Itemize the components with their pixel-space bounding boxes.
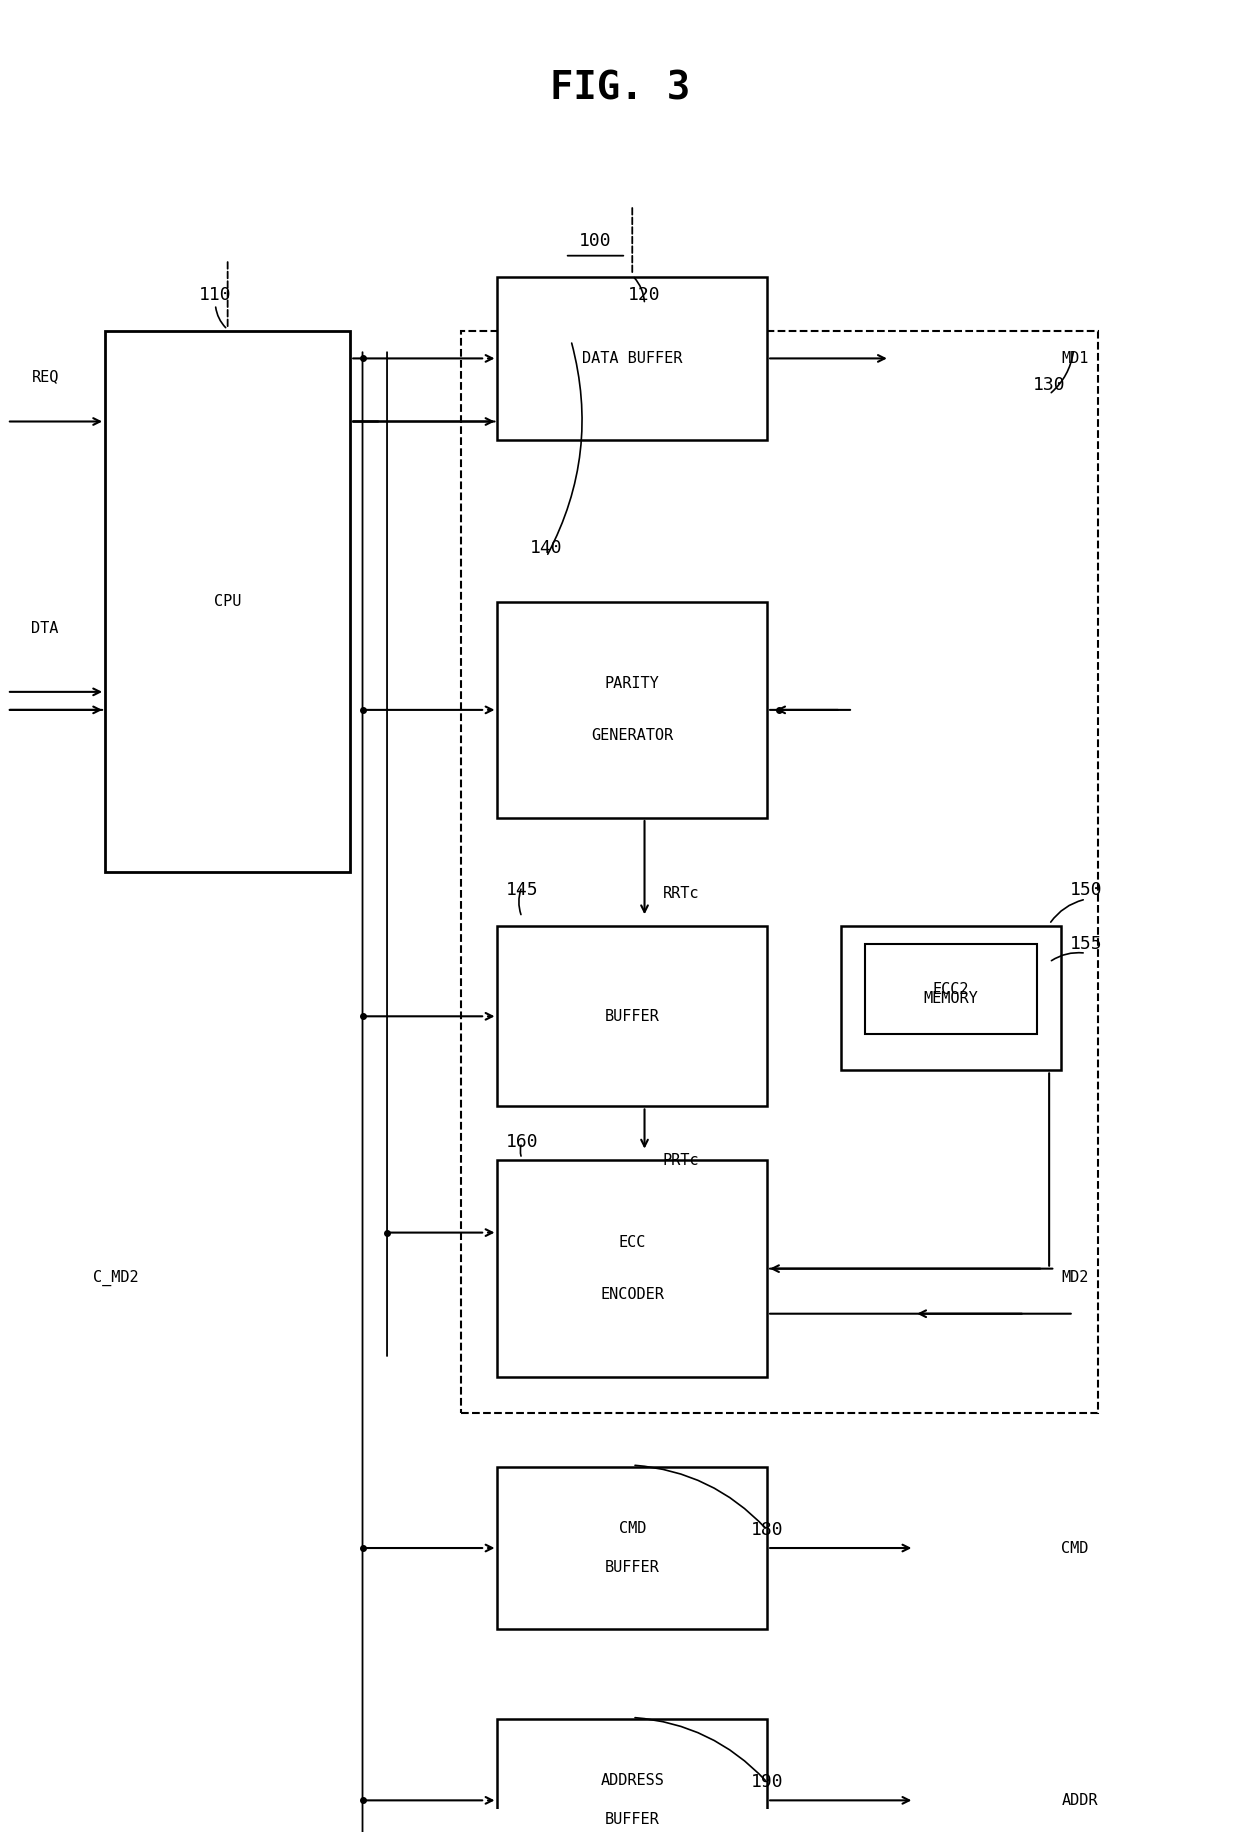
Text: MD1: MD1: [1061, 352, 1089, 366]
Text: 100: 100: [579, 233, 611, 251]
Text: 180: 180: [751, 1521, 784, 1539]
Text: MEMORY: MEMORY: [924, 991, 978, 1006]
Text: DATA BUFFER: DATA BUFFER: [582, 352, 682, 366]
Text: 160: 160: [506, 1134, 538, 1152]
FancyBboxPatch shape: [841, 927, 1061, 1070]
FancyBboxPatch shape: [497, 277, 768, 440]
Text: ECC: ECC: [619, 1235, 646, 1249]
Text: CPU: CPU: [215, 594, 242, 610]
Text: BUFFER: BUFFER: [605, 1561, 660, 1576]
Text: PARITY: PARITY: [605, 676, 660, 691]
FancyBboxPatch shape: [497, 1467, 768, 1629]
Text: RRTc: RRTc: [663, 887, 699, 901]
Text: CMD: CMD: [619, 1521, 646, 1535]
Text: C_MD2: C_MD2: [93, 1270, 139, 1286]
Text: 150: 150: [1070, 881, 1102, 900]
Text: PRTc: PRTc: [663, 1152, 699, 1169]
Text: 120: 120: [629, 286, 661, 304]
Text: FIG. 3: FIG. 3: [549, 70, 691, 106]
Text: ADDR: ADDR: [1061, 1794, 1097, 1808]
Text: DTA: DTA: [31, 621, 58, 636]
Text: 190: 190: [751, 1773, 784, 1792]
Text: 155: 155: [1070, 934, 1102, 953]
Text: ADDRESS: ADDRESS: [600, 1773, 665, 1788]
Text: BUFFER: BUFFER: [605, 1812, 660, 1827]
FancyBboxPatch shape: [497, 601, 768, 819]
Text: 110: 110: [200, 286, 232, 304]
Text: ENCODER: ENCODER: [600, 1288, 665, 1303]
Text: MD2: MD2: [1061, 1270, 1089, 1286]
FancyBboxPatch shape: [497, 1718, 768, 1832]
Text: 145: 145: [506, 881, 538, 900]
Text: ECC2: ECC2: [932, 982, 970, 997]
Text: 130: 130: [1033, 376, 1065, 394]
FancyBboxPatch shape: [497, 927, 768, 1107]
FancyBboxPatch shape: [497, 1160, 768, 1378]
FancyBboxPatch shape: [866, 943, 1037, 1035]
Text: REQ: REQ: [31, 368, 58, 385]
Text: CMD: CMD: [1061, 1541, 1089, 1555]
Text: 140: 140: [531, 539, 563, 557]
Text: BUFFER: BUFFER: [605, 1009, 660, 1024]
FancyBboxPatch shape: [105, 332, 350, 872]
Text: GENERATOR: GENERATOR: [591, 729, 673, 744]
